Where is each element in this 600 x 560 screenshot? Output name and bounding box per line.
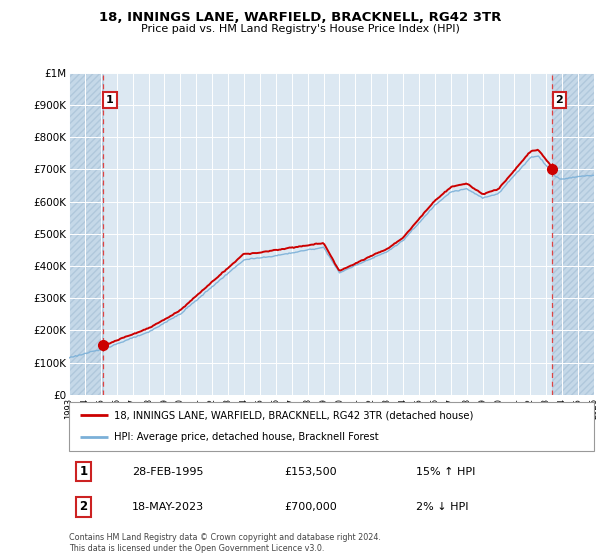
Text: 18, INNINGS LANE, WARFIELD, BRACKNELL, RG42 3TR: 18, INNINGS LANE, WARFIELD, BRACKNELL, R… bbox=[99, 11, 501, 24]
Bar bbox=[69, 73, 103, 395]
Text: Price paid vs. HM Land Registry's House Price Index (HPI): Price paid vs. HM Land Registry's House … bbox=[140, 24, 460, 34]
Bar bbox=[552, 73, 594, 395]
Text: 18-MAY-2023: 18-MAY-2023 bbox=[132, 502, 204, 512]
Text: 2% ↓ HPI: 2% ↓ HPI bbox=[415, 502, 468, 512]
Text: 1: 1 bbox=[106, 95, 114, 105]
Text: Contains HM Land Registry data © Crown copyright and database right 2024.
This d: Contains HM Land Registry data © Crown c… bbox=[69, 533, 381, 553]
Text: 1: 1 bbox=[79, 465, 88, 478]
Text: £700,000: £700,000 bbox=[284, 502, 337, 512]
Text: 18, INNINGS LANE, WARFIELD, BRACKNELL, RG42 3TR (detached house): 18, INNINGS LANE, WARFIELD, BRACKNELL, R… bbox=[113, 410, 473, 421]
Text: HPI: Average price, detached house, Bracknell Forest: HPI: Average price, detached house, Brac… bbox=[113, 432, 378, 442]
Text: 2: 2 bbox=[79, 500, 88, 514]
Text: 28-FEB-1995: 28-FEB-1995 bbox=[132, 466, 203, 477]
Text: 15% ↑ HPI: 15% ↑ HPI bbox=[415, 466, 475, 477]
Text: 2: 2 bbox=[556, 95, 563, 105]
Text: £153,500: £153,500 bbox=[284, 466, 337, 477]
